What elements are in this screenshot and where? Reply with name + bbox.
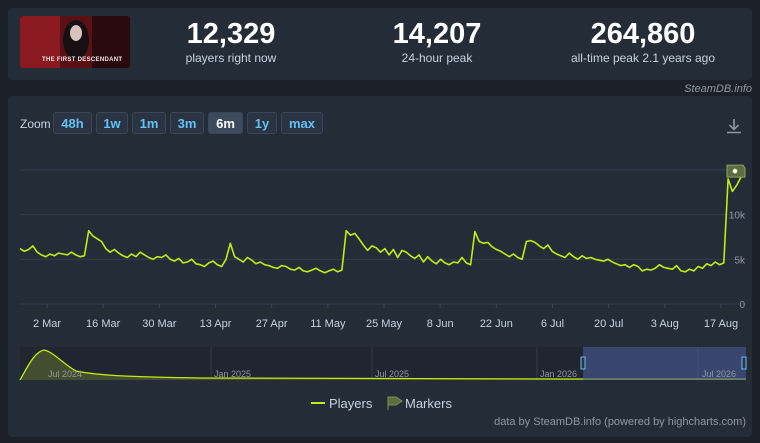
y-tick-label: 0 xyxy=(739,300,745,311)
steamdb-credit-link[interactable]: SteamDB.info xyxy=(684,83,752,95)
legend[interactable]: Players Markers xyxy=(311,396,452,411)
x-tick-label: 13 Apr xyxy=(200,318,232,330)
navigator-right-handle[interactable] xyxy=(741,356,747,370)
stat-label: players right now xyxy=(185,51,277,65)
stat-all-time-peak: 264,860 all-time peak 2.1 years ago xyxy=(543,18,743,65)
x-tick-label: 11 May xyxy=(310,318,346,330)
navigator-tick: Jan 2025 xyxy=(214,369,251,379)
navigator-tick: Jul 2024 xyxy=(48,369,82,379)
x-tick-label: 3 Aug xyxy=(651,318,679,330)
game-art xyxy=(20,16,130,68)
download-icon[interactable] xyxy=(725,117,743,135)
players-series-line[interactable] xyxy=(19,176,742,274)
legend-markers-label[interactable]: Markers xyxy=(405,396,452,411)
stat-label: 24-hour peak xyxy=(401,51,473,65)
navigator-left-handle[interactable] xyxy=(580,356,586,370)
y-tick-label: 10k xyxy=(729,211,746,222)
navigator-tick: Jul 2025 xyxy=(375,369,409,379)
x-axis-labels: 2 Mar 16 Mar 30 Mar 13 Apr 27 Apr 11 May 25 Ma… xyxy=(33,304,738,330)
stat-24h-peak: 14,207 24-hour peak xyxy=(337,18,537,65)
x-tick-label: 2 Mar xyxy=(33,318,61,330)
navigator[interactable]: Jul 2024 Jan 2025 Jul 2025 Jan 2026 Jul … xyxy=(19,347,747,381)
game-logo-text: THE FIRST DESCENDANT xyxy=(42,57,123,63)
x-tick-label: 20 Jul xyxy=(594,318,623,330)
x-tick-label: 30 Mar xyxy=(142,318,177,330)
x-tick-label: 25 May xyxy=(366,318,403,330)
stat-value: 264,860 xyxy=(590,18,696,50)
peak-marker[interactable] xyxy=(726,164,746,178)
stat-value: 14,207 xyxy=(392,18,482,50)
legend-markers-icon xyxy=(387,396,403,410)
stat-players-now: 12,329 players right now xyxy=(131,18,331,65)
zoom-label: Zoom xyxy=(20,117,51,131)
navigator-tick: Jul 2026 xyxy=(702,369,736,379)
grid-lines xyxy=(20,169,746,305)
stat-value: 12,329 xyxy=(186,18,276,50)
x-tick-label: 6 Jul xyxy=(541,318,564,330)
navigator-area xyxy=(20,350,746,380)
x-tick-label: 27 Apr xyxy=(256,318,288,330)
zoom-6m-button[interactable]: 6m xyxy=(208,112,243,134)
zoom-1m-button[interactable]: 1m xyxy=(132,112,166,134)
zoom-max-button[interactable]: max xyxy=(281,112,323,134)
zoom-3m-button[interactable]: 3m xyxy=(170,112,204,134)
x-tick-label: 22 Jun xyxy=(480,318,513,330)
x-tick-label: 17 Aug xyxy=(704,318,738,330)
stat-label: all-time peak 2.1 years ago xyxy=(570,51,716,65)
navigator-line xyxy=(19,349,746,381)
x-tick-label: 8 Jun xyxy=(427,318,454,330)
legend-players-label[interactable]: Players xyxy=(329,396,373,411)
zoom-1y-button[interactable]: 1y xyxy=(247,112,277,134)
game-thumbnail[interactable]: THE FIRST DESCENDANT xyxy=(20,16,130,68)
navigator-tick: Jan 2026 xyxy=(540,369,577,379)
highcharts-credit-link[interactable]: data by SteamDB.info (powered by highcha… xyxy=(494,416,746,428)
zoom-1w-button[interactable]: 1w xyxy=(96,112,128,134)
navigator-selection[interactable] xyxy=(583,347,746,380)
marker-dot xyxy=(732,168,738,174)
y-tick-label: 5k xyxy=(734,255,746,266)
zoom-48h-button[interactable]: 48h xyxy=(53,112,92,134)
x-tick-label: 16 Mar xyxy=(86,318,121,330)
stats-bar: THE FIRST DESCENDANT 12,329 players righ… xyxy=(8,8,752,80)
